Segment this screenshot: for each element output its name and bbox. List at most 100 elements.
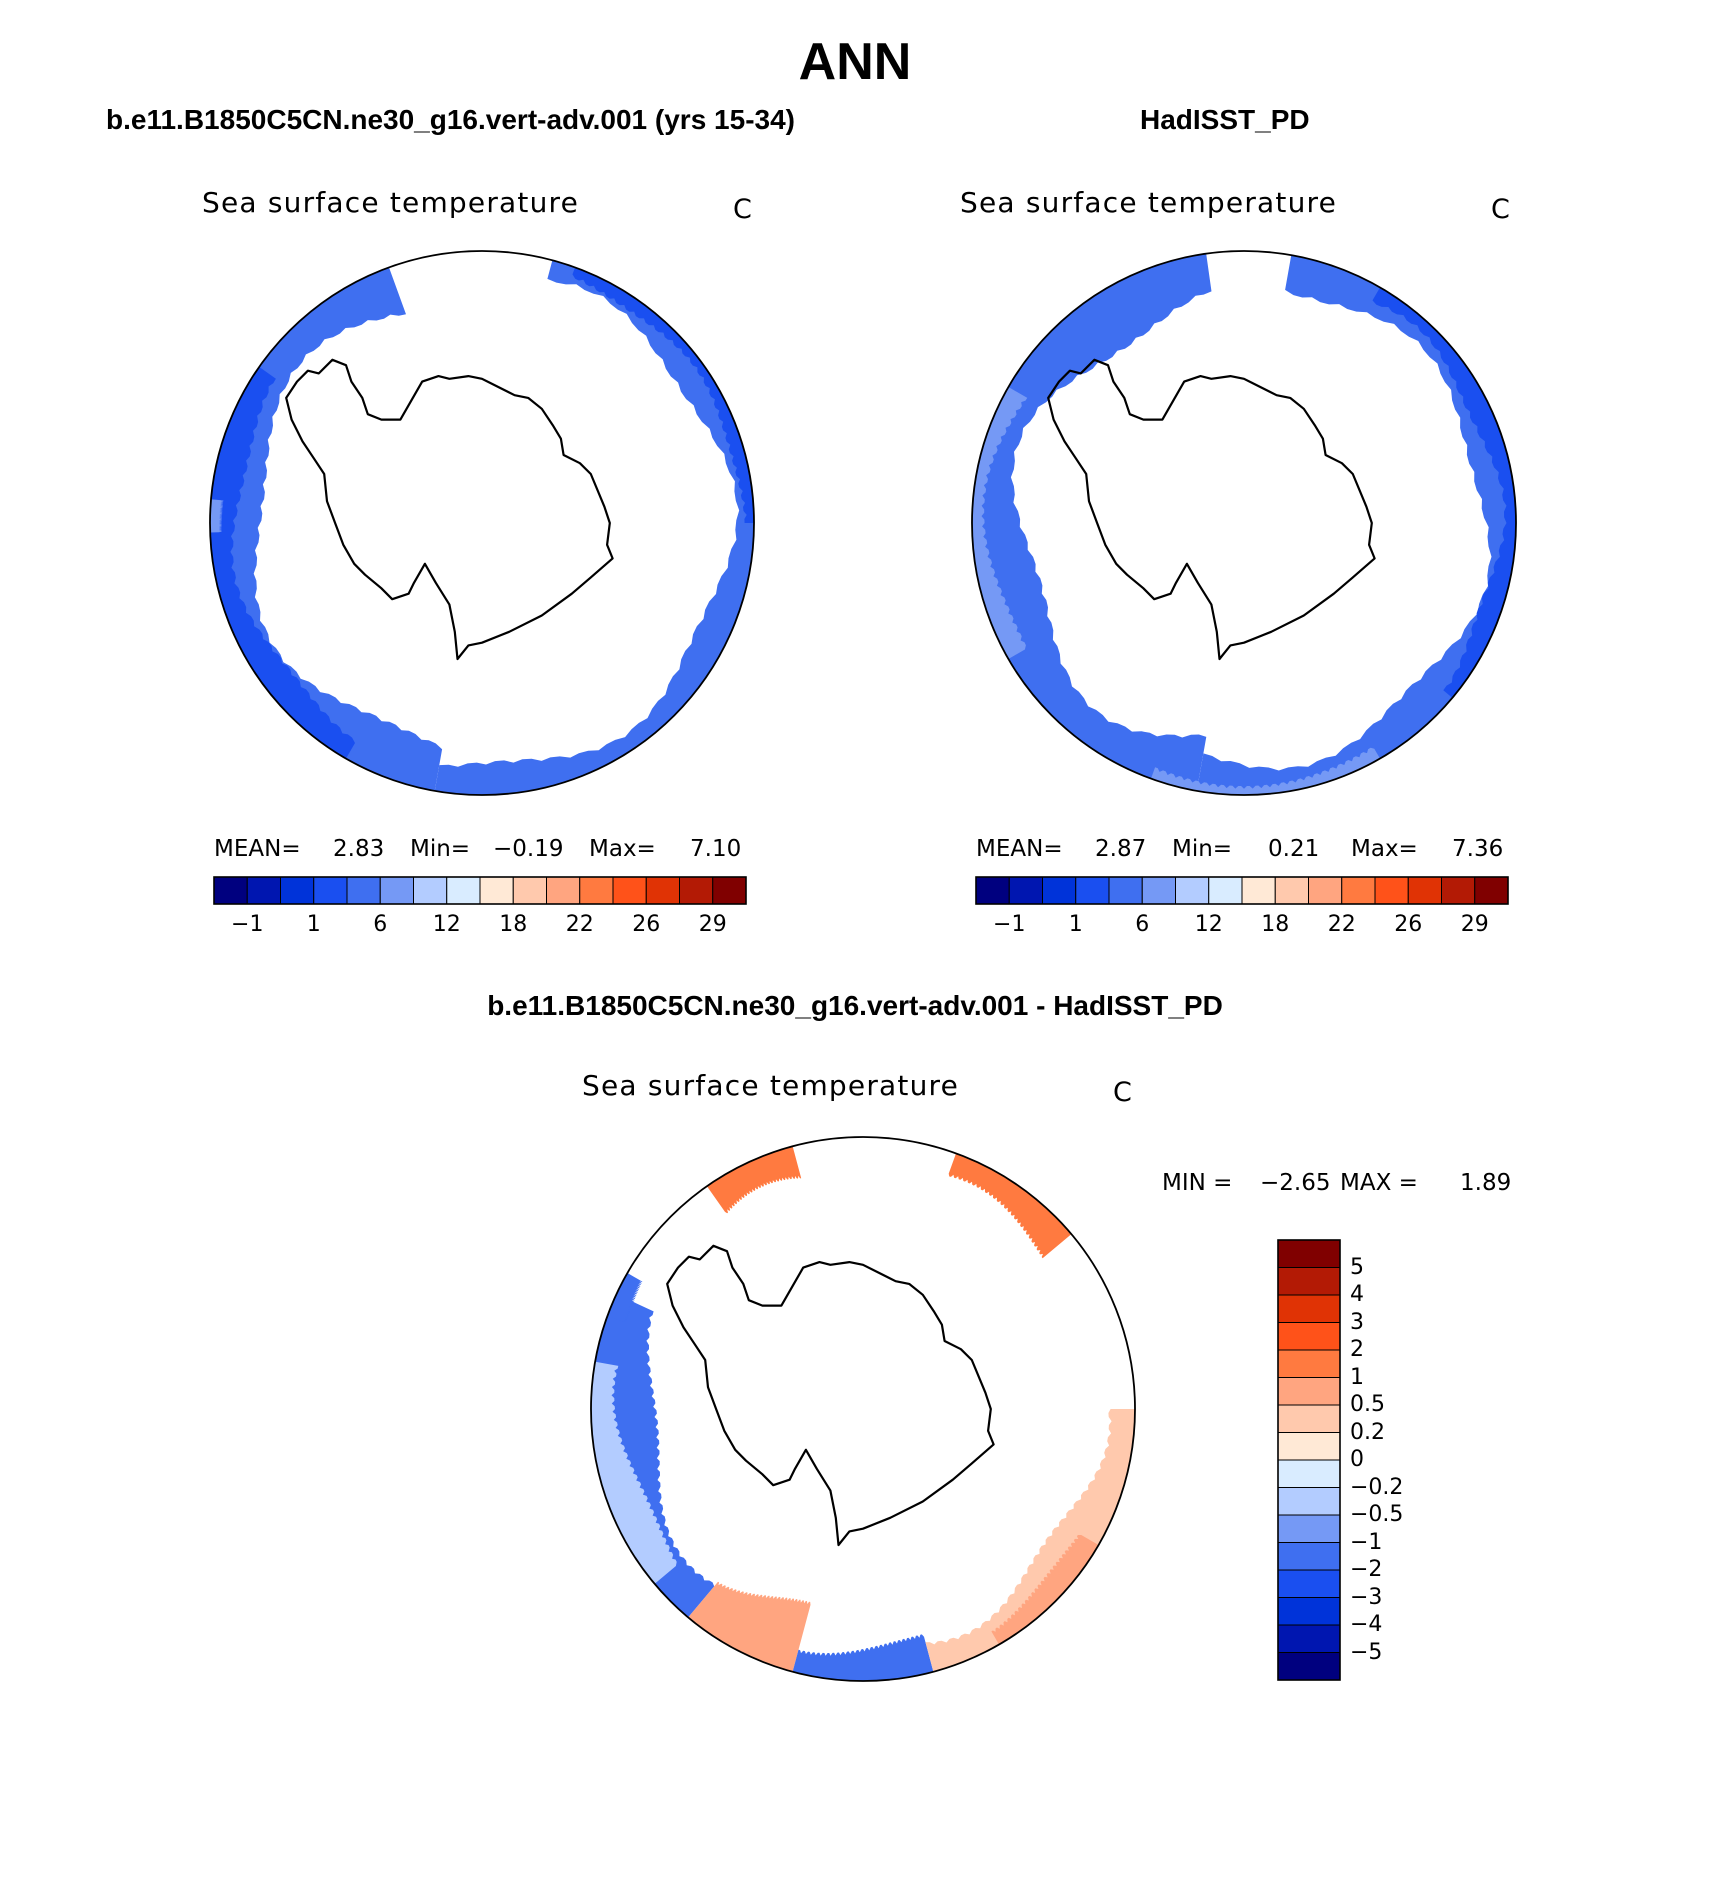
- diff-colorbar-tick-label: −3: [1350, 1584, 1383, 1610]
- panel-model-mean-value: 2.83: [333, 836, 385, 862]
- panel-model-mean-label: MEAN=: [214, 836, 301, 862]
- diff-colorbar-swatch: [1277, 1239, 1341, 1268]
- panel-model-colorbar-tick-label: 29: [698, 912, 727, 937]
- diff-max-label: MAX =: [1340, 1170, 1418, 1196]
- diff-colorbar-swatch: [1277, 1514, 1341, 1543]
- panel-obs-max-value: 7.36: [1452, 836, 1504, 862]
- panel-obs-min-label: Min=: [1172, 836, 1233, 862]
- panel-model-case-title: b.e11.B1850C5CN.ne30_g16.vert-adv.001 (y…: [106, 104, 795, 135]
- panel-model-colorbar-swatch: [679, 876, 714, 905]
- panel-model-colorbar-swatch: [479, 876, 514, 905]
- diff-colorbar-swatch: [1277, 1349, 1341, 1378]
- diff-colorbar-swatch: [1277, 1652, 1341, 1681]
- diff-map-border: [590, 1136, 1136, 1682]
- panel-obs-colorbar-swatch: [1274, 876, 1309, 905]
- diff-colorbar-swatch: [1277, 1597, 1341, 1626]
- diff-sst-band-6: [948, 1151, 1073, 1259]
- panel-model-colorbar-swatch: [579, 876, 614, 905]
- panel-obs-colorbar-swatch: [1108, 876, 1143, 905]
- panel-model-colorbar-swatch: [512, 876, 547, 905]
- panel-obs-colorbar-swatch: [1175, 876, 1210, 905]
- panel-model-colorbar-swatch: [612, 876, 647, 905]
- panel-obs-colorbar-swatch: [1308, 876, 1343, 905]
- diff-colorbar-tick-label: 5: [1350, 1254, 1364, 1280]
- panel-obs-case-title: HadISST_PD: [1140, 104, 1310, 135]
- panel-obs-max-label: Max=: [1351, 836, 1418, 862]
- panel-obs-sst-band-0: [972, 251, 1212, 793]
- panel-obs-colorbar-swatch: [1141, 876, 1176, 905]
- diff-colorbar-swatch: [1277, 1377, 1341, 1406]
- diff-sst-band-7: [705, 1144, 802, 1214]
- panel-obs-colorbar-tick-label: −1: [993, 912, 1026, 937]
- panel-model-colorbar-swatch: [346, 876, 381, 905]
- panel-model-colorbar-swatch: [246, 876, 281, 905]
- panel-model-sst-band-1: [210, 365, 355, 761]
- diff-colorbar: [1277, 1239, 1341, 1681]
- panel-model-colorbar-tick-label: 22: [565, 912, 594, 937]
- panel-model-colorbar-tick-label: 26: [632, 912, 661, 937]
- panel-obs-colorbar-tick-label: 22: [1327, 912, 1356, 937]
- panel-model-coastline: [285, 358, 614, 661]
- diff-case-title: b.e11.B1850C5CN.ne30_g16.vert-adv.001 - …: [487, 990, 1223, 1021]
- diff-colorbar-tick-label: −0.5: [1350, 1502, 1404, 1527]
- panel-model-colorbar-swatch: [546, 876, 581, 905]
- panel-model-colorbar-tick-label: −1: [231, 912, 264, 937]
- diff-colorbar-swatch: [1277, 1542, 1341, 1571]
- panel-model-sst-band-4: [210, 499, 224, 533]
- panel-model-max-value: 7.10: [690, 836, 742, 862]
- panel-obs-mean-label: MEAN=: [976, 836, 1063, 862]
- diff-sst-band-2: [686, 1581, 811, 1674]
- diff-colorbar-tick-label: 4: [1350, 1282, 1364, 1307]
- panel-obs-colorbar-swatch: [1341, 876, 1376, 905]
- diff-coastline: [666, 1244, 995, 1547]
- diff-colorbar-swatch: [1277, 1487, 1341, 1516]
- panel-obs-colorbar-tick-label: 29: [1460, 912, 1489, 937]
- panel-model-colorbar-tick-label: 18: [499, 912, 528, 937]
- diff-colorbar-tick-label: −2: [1350, 1557, 1383, 1582]
- diff-sst-band-3: [792, 1634, 934, 1681]
- panel-model-units: C: [733, 194, 752, 225]
- panel-obs-colorbar-tick-label: 12: [1194, 912, 1223, 937]
- diff-colorbar-tick-label: −0.2: [1350, 1474, 1404, 1500]
- diff-colorbar-swatch: [1277, 1267, 1341, 1296]
- panel-obs-colorbar-swatch: [975, 876, 1010, 905]
- panel-obs-map-background: [972, 251, 1516, 795]
- diff-colorbar-tick-label: −5: [1350, 1639, 1383, 1665]
- panel-model-colorbar-swatch: [712, 876, 747, 905]
- diff-colorbar-swatch: [1277, 1404, 1341, 1433]
- diff-map: [590, 1136, 1136, 1682]
- panel-obs-sst-band-1: [972, 386, 1028, 660]
- panel-obs-colorbar-tick-label: 26: [1394, 912, 1423, 937]
- panel-obs-colorbar-tick-label: 1: [1068, 912, 1083, 937]
- panel-obs-colorbar-swatch: [1208, 876, 1243, 905]
- panel-model-map-border: [209, 250, 755, 796]
- diff-colorbar-swatch: [1277, 1624, 1341, 1653]
- diff-colorbar-tick-label: 2: [1350, 1337, 1364, 1362]
- panel-model-colorbar-swatch: [413, 876, 448, 905]
- panel-obs-field-title: Sea surface temperature: [960, 186, 1338, 219]
- panel-obs-colorbar-swatch: [1241, 876, 1276, 905]
- panel-obs-coastline: [1047, 358, 1376, 661]
- panel-model-colorbar-swatch: [280, 876, 315, 905]
- diff-colorbar-tick-label: 1: [1350, 1364, 1364, 1390]
- panel-model-sst-band-3: [572, 265, 754, 523]
- panel-model-min-label: Min=: [410, 836, 471, 862]
- panel-obs-colorbar-swatch: [1008, 876, 1043, 905]
- panel-model-colorbar-tick-label: 1: [306, 912, 321, 937]
- panel-obs-units: C: [1491, 194, 1510, 225]
- page-title: ANN: [798, 33, 912, 91]
- diff-colorbar-tick-label: 0.2: [1350, 1419, 1385, 1445]
- panel-model-colorbar-swatch: [213, 876, 248, 905]
- diff-colorbar-swatch: [1277, 1432, 1341, 1461]
- diff-colorbar-tick-label: −4: [1350, 1612, 1383, 1637]
- panel-model-colorbar-swatch: [379, 876, 414, 905]
- diff-colorbar-tick-label: 0: [1350, 1447, 1364, 1472]
- panel-obs-colorbar-swatch: [1474, 876, 1509, 905]
- panel-model-colorbar: [213, 876, 747, 905]
- panel-model-map-background: [210, 251, 754, 795]
- panel-model-colorbar-tick-label: 6: [373, 912, 388, 937]
- panel-model-colorbar-swatch: [645, 876, 680, 905]
- diff-colorbar-tick-label: 3: [1350, 1309, 1364, 1335]
- panel-model-field-title: Sea surface temperature: [202, 186, 580, 219]
